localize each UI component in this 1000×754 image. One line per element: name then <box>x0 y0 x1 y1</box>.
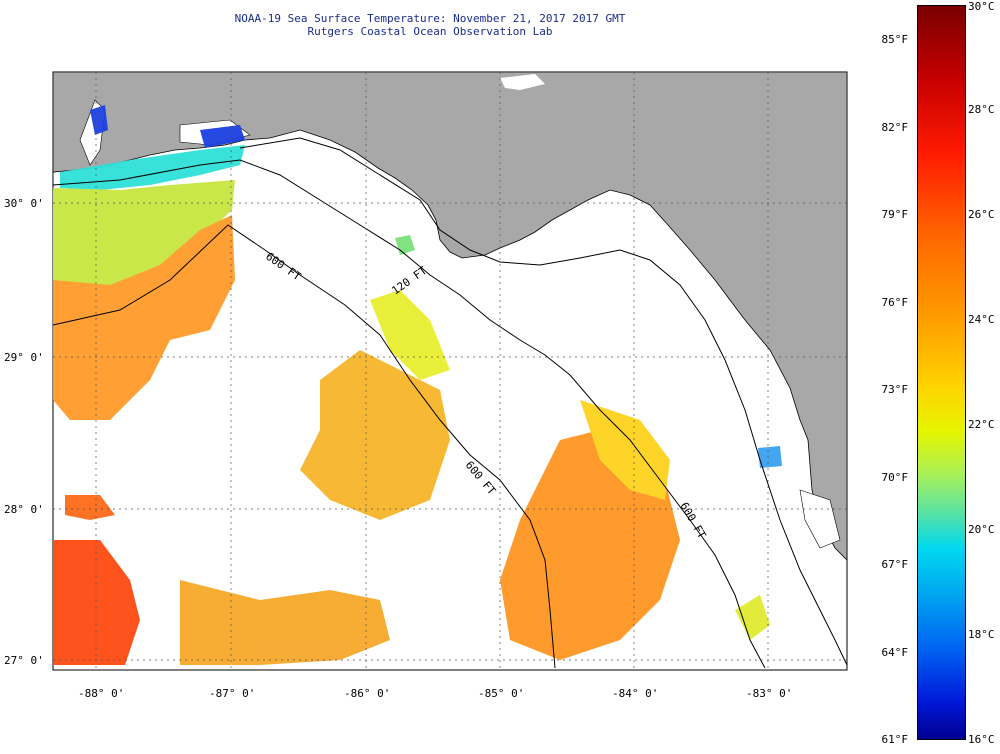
colorbar-c-label: 30°C <box>968 0 995 13</box>
sst-blue-bay2 <box>200 125 245 148</box>
lat-label: 27° 0' <box>4 654 44 667</box>
sst-cyan-east <box>758 446 782 468</box>
colorbar-f-label: 76°F <box>881 296 909 309</box>
lon-label: -86° 0' <box>344 687 390 700</box>
colorbar-f-label: 73°F <box>881 383 909 396</box>
colorbar-c-label: 16°C <box>968 733 995 746</box>
sst-yellow-south <box>735 595 770 640</box>
lon-label: -83° 0' <box>746 687 792 700</box>
map-subtitle: Rutgers Coastal Ocean Observation Lab <box>307 25 553 38</box>
colorbar-f-label: 70°F <box>881 471 909 484</box>
sst-warm-center <box>300 350 450 520</box>
colorbar-f-label: 82°F <box>881 121 909 134</box>
temperature-colorbar <box>917 5 966 740</box>
sst-warm-west <box>53 215 235 420</box>
colorbar-f-label: 61°F <box>881 733 909 746</box>
contour-600ft <box>52 224 556 669</box>
lon-axis-labels: -88° 0' -87° 0' -86° 0' -85° 0' -84° 0' … <box>78 687 792 700</box>
colorbar-f-label: 64°F <box>881 646 909 659</box>
sst-yellow-shelf <box>370 290 450 380</box>
sst-mid-west <box>53 180 235 300</box>
depth-contours <box>52 137 848 669</box>
sst-hot-southwest <box>53 540 140 665</box>
lon-label: -88° 0' <box>78 687 124 700</box>
colorbar-f-label: 85°F <box>881 33 909 46</box>
colorbar-f-label: 67°F <box>881 558 909 571</box>
sst-cool-coastal <box>60 145 245 190</box>
sst-blue-bay <box>90 105 108 135</box>
lon-label: -85° 0' <box>478 687 524 700</box>
sst-hot-patch <box>65 495 115 520</box>
contour-coast <box>239 137 848 666</box>
colorbar-f-label: 79°F <box>881 208 909 221</box>
colorbar-c-label: 28°C <box>968 103 995 116</box>
lat-axis-labels: 30° 0' 29° 0' 28° 0' 27° 0' <box>4 197 44 667</box>
lat-label: 30° 0' <box>4 197 44 210</box>
sst-warm-center-south <box>180 580 390 665</box>
lon-label: -84° 0' <box>612 687 658 700</box>
graticule <box>53 72 847 670</box>
sst-mild-florida <box>580 400 670 500</box>
colorbar-c-label: 18°C <box>968 628 995 641</box>
colorbar-c-label: 24°C <box>968 313 995 326</box>
land-mass <box>52 71 848 561</box>
colorbar-c-label: 20°C <box>968 523 995 536</box>
colorbar-c-label: 26°C <box>968 208 995 221</box>
lon-label: -87° 0' <box>209 687 255 700</box>
lat-label: 28° 0' <box>4 503 44 516</box>
sst-patches <box>53 105 782 665</box>
colorbar-c-label: 22°C <box>968 418 995 431</box>
lat-label: 29° 0' <box>4 351 44 364</box>
map-title: NOAA-19 Sea Surface Temperature: Novembe… <box>234 12 626 25</box>
tampa-bay <box>799 489 841 549</box>
cloud-patch <box>500 74 545 90</box>
contour-120ft <box>52 159 766 669</box>
